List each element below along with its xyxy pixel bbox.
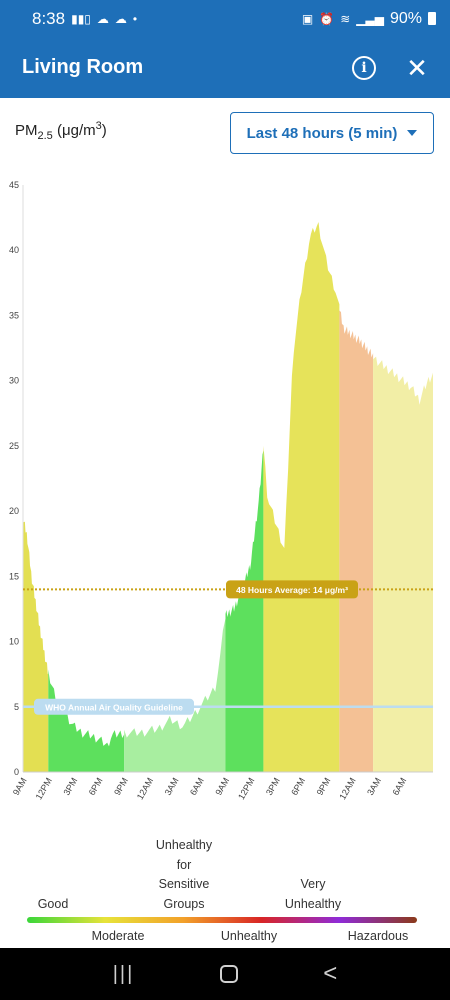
aqi-color-scale	[27, 917, 417, 923]
chart-band-3	[225, 450, 264, 772]
x-tick-label: 9PM	[315, 776, 333, 797]
legend-very-unhealthy: Very Unhealthy	[284, 877, 342, 911]
legend-unhealthy: Unhealthy	[220, 929, 278, 943]
x-tick-label: 9AM	[11, 776, 29, 797]
y-tick-label: 10	[9, 637, 19, 647]
metric-subscript: 2.5	[37, 130, 53, 142]
metric-name: PM	[15, 122, 38, 139]
legend-good: Good	[37, 897, 69, 911]
recents-icon[interactable]: |||	[112, 962, 135, 985]
time-range-label: Last 48 hours (5 min)	[246, 124, 398, 142]
x-tick-label: 6PM	[87, 776, 105, 797]
y-tick-label: 15	[9, 571, 19, 581]
chart-band-5	[339, 310, 374, 772]
x-tick-label: 9PM	[112, 776, 130, 797]
cloud-icon: ☁	[96, 11, 109, 26]
metric-unit-close: )	[101, 122, 107, 139]
close-icon[interactable]: ✕	[406, 52, 428, 83]
average-label: 48 Hours Average: 14 μg/m³	[236, 585, 348, 595]
x-tick-label: 3PM	[61, 776, 79, 797]
legend-usg: Unhealthy for Sensitive Groups	[155, 838, 213, 911]
chart-band-1	[48, 669, 125, 772]
legend-moderate: Moderate	[91, 929, 145, 943]
page-title: Living Room	[22, 56, 144, 78]
y-tick-label: 35	[9, 310, 19, 320]
x-tick-label: 6AM	[188, 776, 206, 797]
x-tick-label: 12AM	[337, 776, 357, 801]
x-tick-label: 12AM	[135, 776, 155, 801]
signal-bars-icon: ▮▮▯	[71, 11, 91, 26]
chart-band-0	[23, 521, 49, 772]
alarm-icon: ⏰	[319, 11, 335, 26]
y-tick-label: 5	[14, 702, 19, 712]
x-tick-label: 9AM	[213, 776, 231, 797]
who-guideline-label: WHO Annual Air Quality Guideline	[45, 702, 183, 712]
battery-percent: 90%	[389, 9, 422, 27]
caret-down-icon	[407, 130, 418, 136]
x-tick-label: 6AM	[390, 776, 408, 797]
x-tick-label: 6PM	[289, 776, 307, 797]
wifi-icon: ≋	[340, 11, 351, 26]
y-tick-label: 20	[9, 506, 19, 516]
x-tick-label: 12PM	[236, 776, 256, 801]
y-tick-label: 25	[9, 441, 19, 451]
time-range-dropdown[interactable]: Last 48 hours (5 min)	[230, 112, 434, 154]
chart-band-6	[373, 356, 433, 772]
x-tick-label: 3AM	[365, 776, 383, 797]
system-nav-bar: ||| <	[0, 948, 450, 1000]
y-tick-label: 30	[9, 376, 19, 386]
x-tick-label: 12PM	[34, 776, 54, 801]
average-badge	[226, 580, 358, 599]
battery-saver-icon: ▣	[301, 11, 314, 26]
app-bar: Living Room i ✕	[0, 37, 450, 98]
info-icon[interactable]: i	[352, 55, 376, 80]
y-tick-label: 45	[9, 180, 19, 190]
legend-hazardous: Hazardous	[347, 929, 409, 943]
x-tick-label: 3AM	[163, 776, 181, 797]
dot-icon: •	[132, 11, 138, 26]
metric-unit: (μg/m	[56, 122, 96, 139]
cloud-icon: ☁	[114, 11, 127, 26]
x-tick-label: 3PM	[264, 776, 282, 797]
back-icon[interactable]: <	[323, 960, 338, 987]
status-time: 8:38	[32, 8, 66, 28]
status-bar: 8:38 ▮▮▯ ☁ ☁ • ▣ ⏰ ≋ ▁▃▅ 90%	[0, 0, 450, 37]
who-guideline-badge	[34, 698, 194, 715]
cell-signal-icon: ▁▃▅	[356, 11, 384, 26]
y-tick-label: 0	[14, 767, 19, 777]
y-tick-label: 40	[9, 245, 19, 255]
chart-band-4	[263, 222, 340, 772]
metric-unit-power: 3	[95, 120, 102, 132]
battery-icon	[428, 12, 436, 25]
home-icon[interactable]	[219, 965, 238, 983]
metric-label: PM2.5 (μg/m3)	[15, 120, 107, 142]
chart-band-2	[124, 618, 226, 772]
